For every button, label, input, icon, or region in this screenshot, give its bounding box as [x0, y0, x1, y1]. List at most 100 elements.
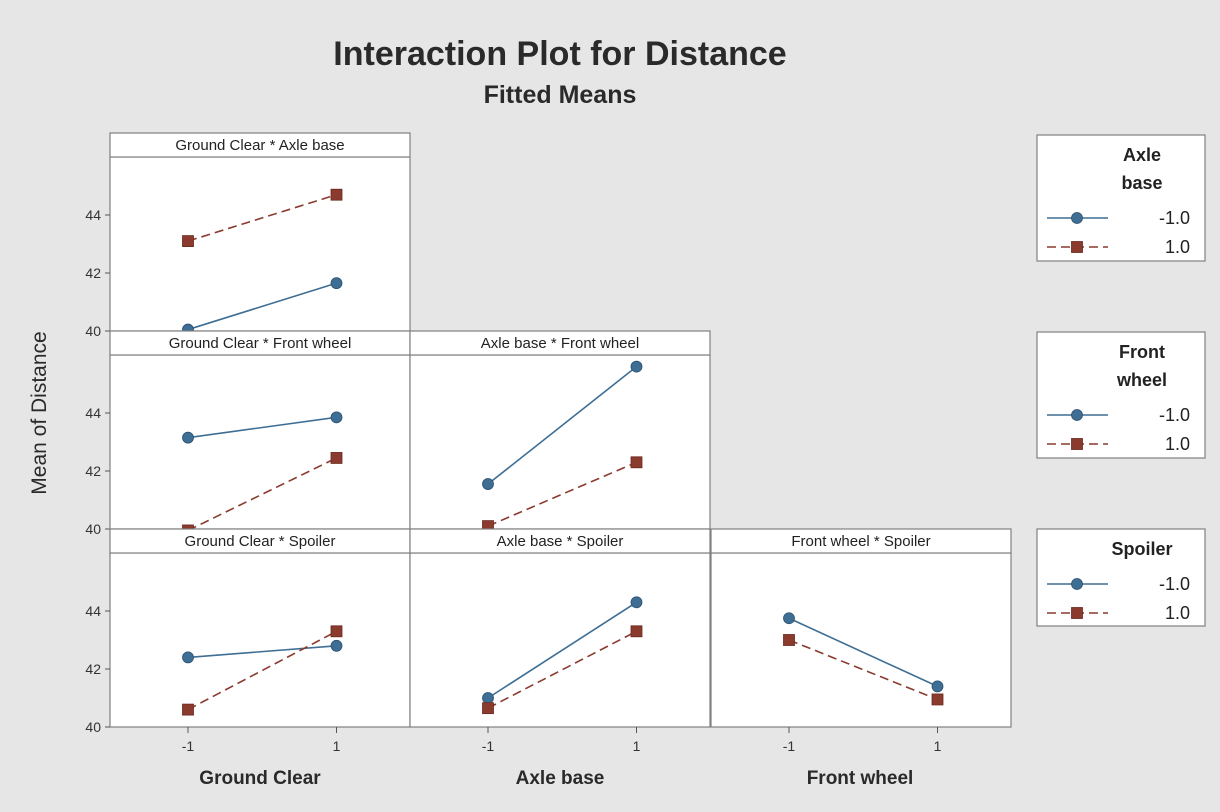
series-line--1.0	[788, 617, 938, 688]
legend-box	[1036, 134, 1206, 262]
panel-header	[109, 132, 411, 158]
legend-marker	[1071, 241, 1083, 253]
y-axis-label: Mean of Distance	[28, 331, 51, 494]
data-point	[330, 277, 343, 290]
x-axis-label-axle-base: Axle base	[516, 768, 605, 789]
data-point	[482, 702, 494, 715]
legend-0: Axle base -1.0 1.0	[1036, 134, 1206, 262]
data-point	[931, 693, 944, 706]
series-line-1.0	[187, 193, 337, 242]
panel-plot-area	[409, 552, 711, 728]
panel-4: Axle base * Spoiler	[409, 528, 711, 728]
x-tick-label: -1	[182, 738, 195, 754]
x-axis-label-front-wheel: Front wheel	[807, 768, 914, 789]
panel-0: Ground Clear * Axle base 40 42 44	[85, 132, 411, 339]
x-tick-label: 1	[333, 738, 341, 754]
legend-title: Axle	[1123, 145, 1161, 165]
legend-marker	[1071, 607, 1083, 619]
legend-entry: -1.0	[1159, 574, 1190, 594]
legends: Axle base -1.0 1.0 Front wheel -1.0 1.0 Spoiler -…	[1036, 134, 1206, 627]
panel-plot-area	[409, 354, 711, 530]
x-tick-label: -1	[783, 738, 796, 754]
series-line-1.0	[487, 461, 637, 527]
x-ticks: -1 1 -1 1 -1 1	[182, 727, 942, 754]
data-point	[182, 431, 194, 444]
legend-entry: 1.0	[1165, 237, 1190, 257]
legend-marker	[1071, 212, 1083, 224]
y-tick-label: 42	[85, 463, 101, 479]
x-tick-label: -1	[482, 738, 495, 754]
panel-2: Axle base * Front wheel	[409, 330, 711, 532]
series-line--1.0	[487, 601, 637, 699]
legend-marker	[1071, 409, 1083, 421]
x-tick-label: 1	[633, 738, 641, 754]
panel-plot-area	[109, 552, 411, 728]
panel-3: Ground Clear * Spoiler 40 42 44	[85, 528, 411, 735]
panel-header	[409, 528, 711, 554]
legend-1: Front wheel -1.0 1.0	[1036, 331, 1206, 459]
data-point	[182, 703, 194, 716]
series-line--1.0	[187, 416, 337, 439]
panel-header	[710, 528, 1012, 554]
legend-title: wheel	[1116, 370, 1167, 390]
data-point	[182, 235, 194, 248]
panel-plot-area	[109, 156, 411, 332]
data-point	[330, 411, 343, 424]
series-line--1.0	[187, 645, 337, 659]
legend-entry: -1.0	[1159, 405, 1190, 425]
legend-title: Front	[1119, 342, 1165, 362]
legend-box	[1036, 528, 1206, 627]
data-point	[482, 478, 494, 490]
panel-5: Front wheel * Spoiler	[710, 528, 1012, 728]
legend-marker	[1071, 438, 1083, 450]
series-line--1.0	[187, 282, 337, 331]
series-line-1.0	[788, 639, 938, 701]
data-point	[330, 639, 343, 652]
data-point	[482, 692, 494, 704]
x-axis-label-ground-clear: Ground Clear	[199, 768, 321, 789]
data-point	[630, 360, 643, 373]
data-point	[630, 625, 643, 638]
panel-title: Ground Clear * Front wheel	[169, 335, 352, 352]
data-point	[630, 596, 643, 609]
panel-header	[109, 330, 411, 356]
panel-title: Ground Clear * Axle base	[175, 137, 344, 154]
y-tick-label: 40	[85, 323, 101, 339]
panel-title: Axle base * Spoiler	[497, 533, 624, 550]
legend-marker	[1071, 578, 1083, 590]
y-tick-label: 40	[85, 521, 101, 537]
panel-header	[109, 528, 411, 554]
legend-entry: -1.0	[1159, 208, 1190, 228]
panel-title: Front wheel * Spoiler	[791, 533, 930, 550]
data-point	[330, 452, 343, 464]
x-tick-label: 1	[934, 738, 942, 754]
data-point	[783, 634, 795, 646]
y-tick-label: 44	[85, 405, 101, 421]
panel-header	[409, 330, 711, 356]
panel-title: Axle base * Front wheel	[481, 335, 639, 352]
data-point	[182, 651, 194, 664]
legend-entry: 1.0	[1165, 603, 1190, 623]
y-tick-label: 42	[85, 661, 101, 677]
y-tick-label: 42	[85, 265, 101, 281]
legend-box	[1036, 331, 1206, 459]
y-tick-label: 44	[85, 207, 101, 223]
panel-1: Ground Clear * Front wheel 40 42 44	[85, 330, 411, 537]
data-point	[783, 612, 795, 625]
data-point	[330, 625, 343, 638]
legend-title: Spoiler	[1111, 539, 1172, 559]
panel-plot-area	[109, 354, 411, 530]
legend-2: Spoiler -1.0 1.0	[1036, 528, 1206, 627]
legend-entry: 1.0	[1165, 434, 1190, 454]
chart-subtitle: Fitted Means	[484, 81, 637, 109]
series-line--1.0	[487, 365, 637, 485]
panel-title: Ground Clear * Spoiler	[185, 533, 336, 550]
data-point	[330, 188, 343, 201]
y-tick-label: 44	[85, 603, 101, 619]
data-point	[630, 456, 643, 469]
data-point	[931, 680, 944, 693]
y-tick-label: 40	[85, 719, 101, 735]
chart-title: Interaction Plot for Distance	[333, 35, 786, 73]
